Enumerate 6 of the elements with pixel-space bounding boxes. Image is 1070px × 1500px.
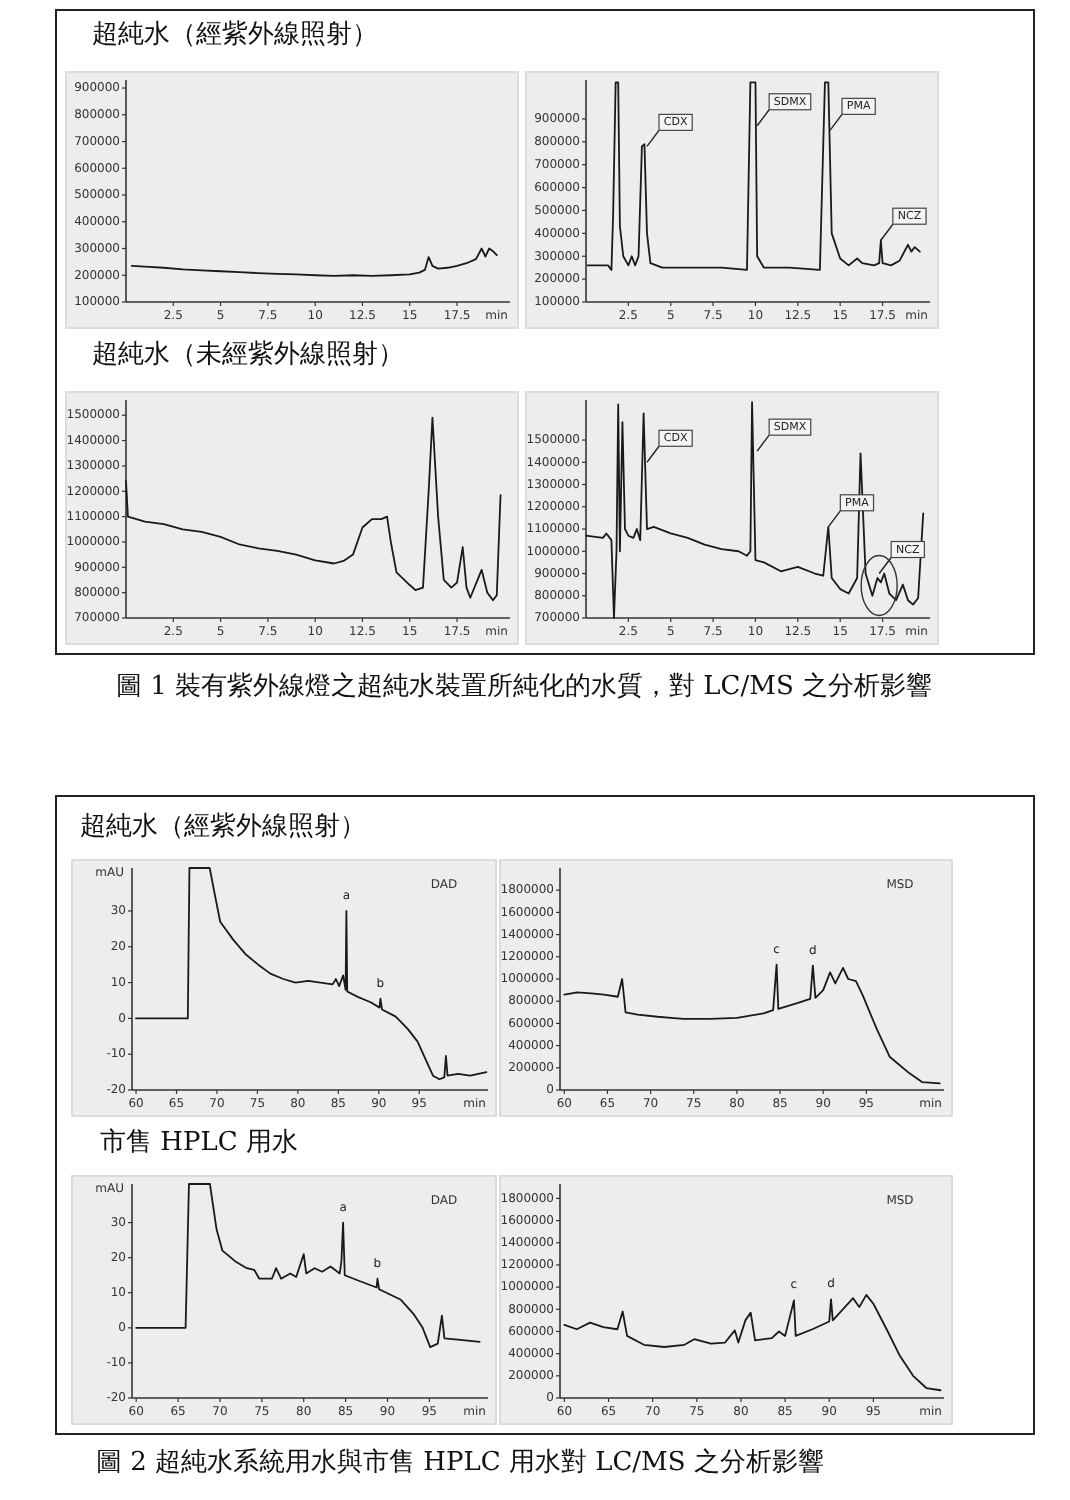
chart-title: 超純水（未經紫外線照射）	[92, 338, 404, 372]
chart-title: 市售 HPLC 用水	[100, 1126, 298, 1160]
caption: 圖 2 超純水系統用水與市售 HPLC 用水對 LC/MS 之分析影響	[96, 1446, 826, 1482]
caption: 圖 1 裝有紫外線燈之超純水裝置所純化的水質，對 LC/MS 之分析影響	[116, 670, 934, 706]
chart-title: 超純水（經紫外線照射）	[92, 18, 378, 52]
chart-title: 超純水（經紫外線照射）	[80, 810, 366, 844]
